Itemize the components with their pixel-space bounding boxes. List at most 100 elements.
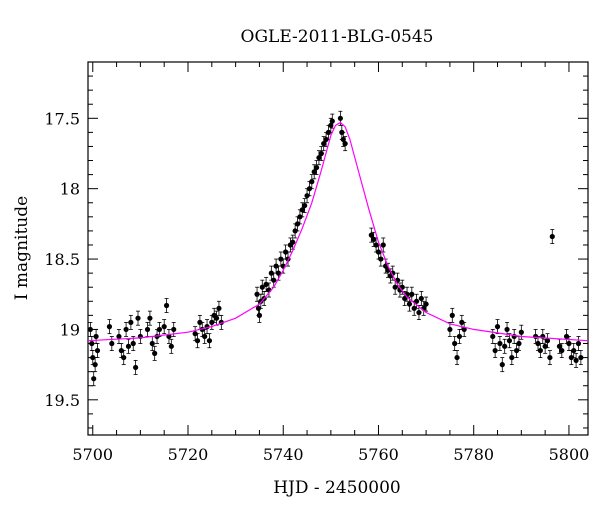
point-marker (535, 340, 541, 347)
data-point (163, 298, 170, 313)
point-marker (502, 343, 508, 349)
point-marker (125, 343, 132, 349)
point-marker (509, 354, 515, 361)
y-axis-label: I magnitude (12, 196, 32, 300)
point-marker (544, 338, 551, 344)
point-marker (375, 249, 382, 255)
point-marker (490, 333, 496, 340)
point-marker (378, 256, 384, 262)
data-point (93, 329, 99, 344)
data-point (94, 343, 101, 358)
point-marker (263, 281, 269, 287)
data-point (540, 329, 546, 344)
point-marker (213, 315, 220, 321)
y-axis-tick-labels: 17.5 18 18.5 19 19.5 (44, 109, 80, 410)
point-marker (368, 232, 374, 238)
point-marker (556, 343, 563, 349)
point-marker (563, 333, 570, 340)
data-point (447, 321, 453, 337)
point-marker (149, 340, 155, 347)
point-marker (575, 340, 582, 347)
point-marker (152, 350, 158, 356)
data-point (309, 174, 315, 190)
point-marker (513, 347, 520, 354)
point-marker (194, 338, 201, 344)
data-point (204, 319, 210, 335)
plot-frame (87, 61, 589, 436)
point-marker (87, 326, 93, 333)
data-point (535, 336, 541, 351)
data-point (254, 286, 260, 302)
data-point (125, 338, 132, 354)
point-marker (147, 315, 153, 321)
data-point (144, 321, 151, 337)
point-marker (133, 364, 139, 371)
point-marker (573, 357, 579, 363)
x-axis-ticks (92, 62, 570, 435)
chart-title: OGLE-2011-BLG-0545 (241, 27, 434, 47)
data-point (121, 350, 127, 366)
data-point (90, 350, 96, 366)
point-marker (342, 141, 348, 147)
data-point (156, 321, 163, 337)
point-marker (537, 347, 543, 354)
x-tick-label: 5740 (263, 445, 304, 464)
data-point (573, 352, 579, 368)
point-marker (135, 315, 141, 321)
point-marker (413, 298, 420, 304)
data-point (135, 310, 141, 326)
data-point (454, 350, 460, 366)
point-marker (340, 136, 346, 143)
data-point (259, 279, 265, 295)
y-tick-label: 18 (60, 180, 80, 199)
point-marker (497, 340, 503, 347)
data-point (397, 282, 403, 298)
point-marker (202, 333, 208, 340)
x-tick-label: 5720 (168, 445, 209, 464)
point-marker (516, 340, 522, 347)
point-marker (297, 214, 303, 220)
data-point (578, 350, 584, 366)
data-point (278, 251, 284, 267)
y-tick-label: 19.5 (44, 391, 80, 410)
data-point (287, 237, 293, 253)
point-marker (316, 155, 322, 161)
data-point (137, 329, 143, 344)
data-point (449, 307, 455, 323)
data-point (123, 321, 129, 337)
point-marker (321, 141, 327, 147)
data-point (91, 371, 97, 387)
point-marker (323, 136, 329, 143)
point-marker (130, 340, 136, 347)
point-marker (337, 115, 343, 121)
model-curve (87, 121, 589, 342)
point-marker (492, 347, 498, 354)
data-point (544, 333, 551, 349)
data-point (502, 338, 508, 354)
point-marker (447, 326, 453, 333)
data-point (283, 244, 289, 260)
point-marker (549, 233, 555, 240)
point-marker (256, 312, 263, 318)
point-marker (268, 270, 274, 276)
point-marker (216, 305, 222, 311)
data-point (494, 319, 501, 335)
point-marker (461, 326, 467, 333)
point-marker (406, 301, 413, 307)
point-marker (292, 228, 298, 234)
point-marker (504, 326, 510, 333)
point-marker (402, 295, 408, 302)
point-marker (121, 354, 127, 361)
data-point (506, 333, 513, 349)
point-marker (123, 326, 129, 333)
point-marker (206, 338, 213, 344)
point-marker (311, 169, 317, 175)
data-point (116, 329, 122, 344)
point-marker (542, 343, 548, 349)
data-point (342, 136, 348, 152)
point-marker (273, 263, 279, 269)
point-marker (329, 118, 335, 124)
data-point (452, 336, 458, 351)
point-marker (92, 362, 98, 368)
point-marker (449, 312, 455, 318)
